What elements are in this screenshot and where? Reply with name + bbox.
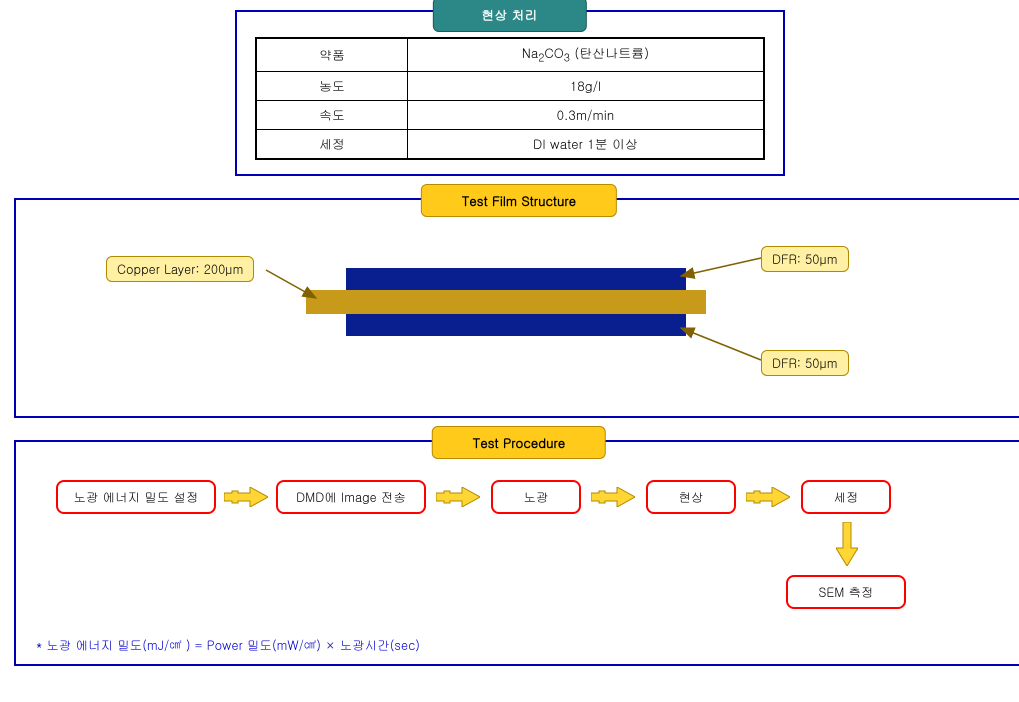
param-label: 세정: [256, 130, 408, 160]
dfr-top-label: DFR: 50µm: [761, 246, 849, 272]
flow-arrow-right: [224, 487, 268, 507]
flow-arrow-right: [591, 487, 635, 507]
param-label: 약품: [256, 38, 408, 71]
panel-test-procedure: Test Procedure 노광 에너지 밀도 설정DMD에 Image 전송…: [14, 440, 1019, 666]
param-label: 농도: [256, 71, 408, 100]
flow-step-s5: 세정: [801, 480, 891, 514]
table-row: 세정DI water 1분 이상: [256, 130, 764, 160]
param-value: DI water 1분 이상: [408, 130, 764, 160]
flow-step-s2: DMD에 Image 전송: [276, 480, 426, 514]
film-structure-diagram: Copper Layer: 200µm DFR: 50µm DFR: 50µm: [26, 228, 1012, 398]
flow-step-s6: SEM 측정: [786, 575, 906, 609]
flow-step-s1: 노광 에너지 밀도 설정: [56, 480, 216, 514]
panel1-title: 현상 처리: [432, 0, 586, 32]
param-value: Na2CO3 (탄산나트륨): [408, 38, 764, 71]
procedure-flow: 노광 에너지 밀도 설정DMD에 Image 전송노광현상세정SEM 측정: [26, 470, 1012, 600]
param-label: 속도: [256, 100, 408, 129]
panel3-title: Test Procedure: [432, 426, 606, 459]
energy-density-footnote: * 노광 에너지 밀도(mJ/㎠ ) = Power 밀도(mW/㎠) × 노광…: [36, 636, 420, 654]
panel-development-process: 현상 처리 약품Na2CO3 (탄산나트륨)농도18g/l속도0.3m/min세…: [235, 10, 785, 176]
process-parameters-table: 약품Na2CO3 (탄산나트륨)농도18g/l속도0.3m/min세정DI wa…: [255, 37, 765, 160]
flow-arrow-right: [746, 487, 790, 507]
param-value: 0.3m/min: [408, 100, 764, 129]
flow-arrow-down: [836, 522, 858, 566]
flow-step-s4: 현상: [646, 480, 736, 514]
panel2-title: Test Film Structure: [421, 184, 617, 217]
param-value: 18g/l: [408, 71, 764, 100]
table-row: 약품Na2CO3 (탄산나트륨): [256, 38, 764, 71]
dfr-bottom-label: DFR: 50µm: [761, 350, 849, 376]
panel-test-film-structure: Test Film Structure Copper Layer: 200µm …: [14, 198, 1019, 418]
table-row: 속도0.3m/min: [256, 100, 764, 129]
leader-lines: [26, 228, 1012, 398]
flow-arrow-right: [436, 487, 480, 507]
flow-step-s3: 노광: [491, 480, 581, 514]
table-row: 농도18g/l: [256, 71, 764, 100]
